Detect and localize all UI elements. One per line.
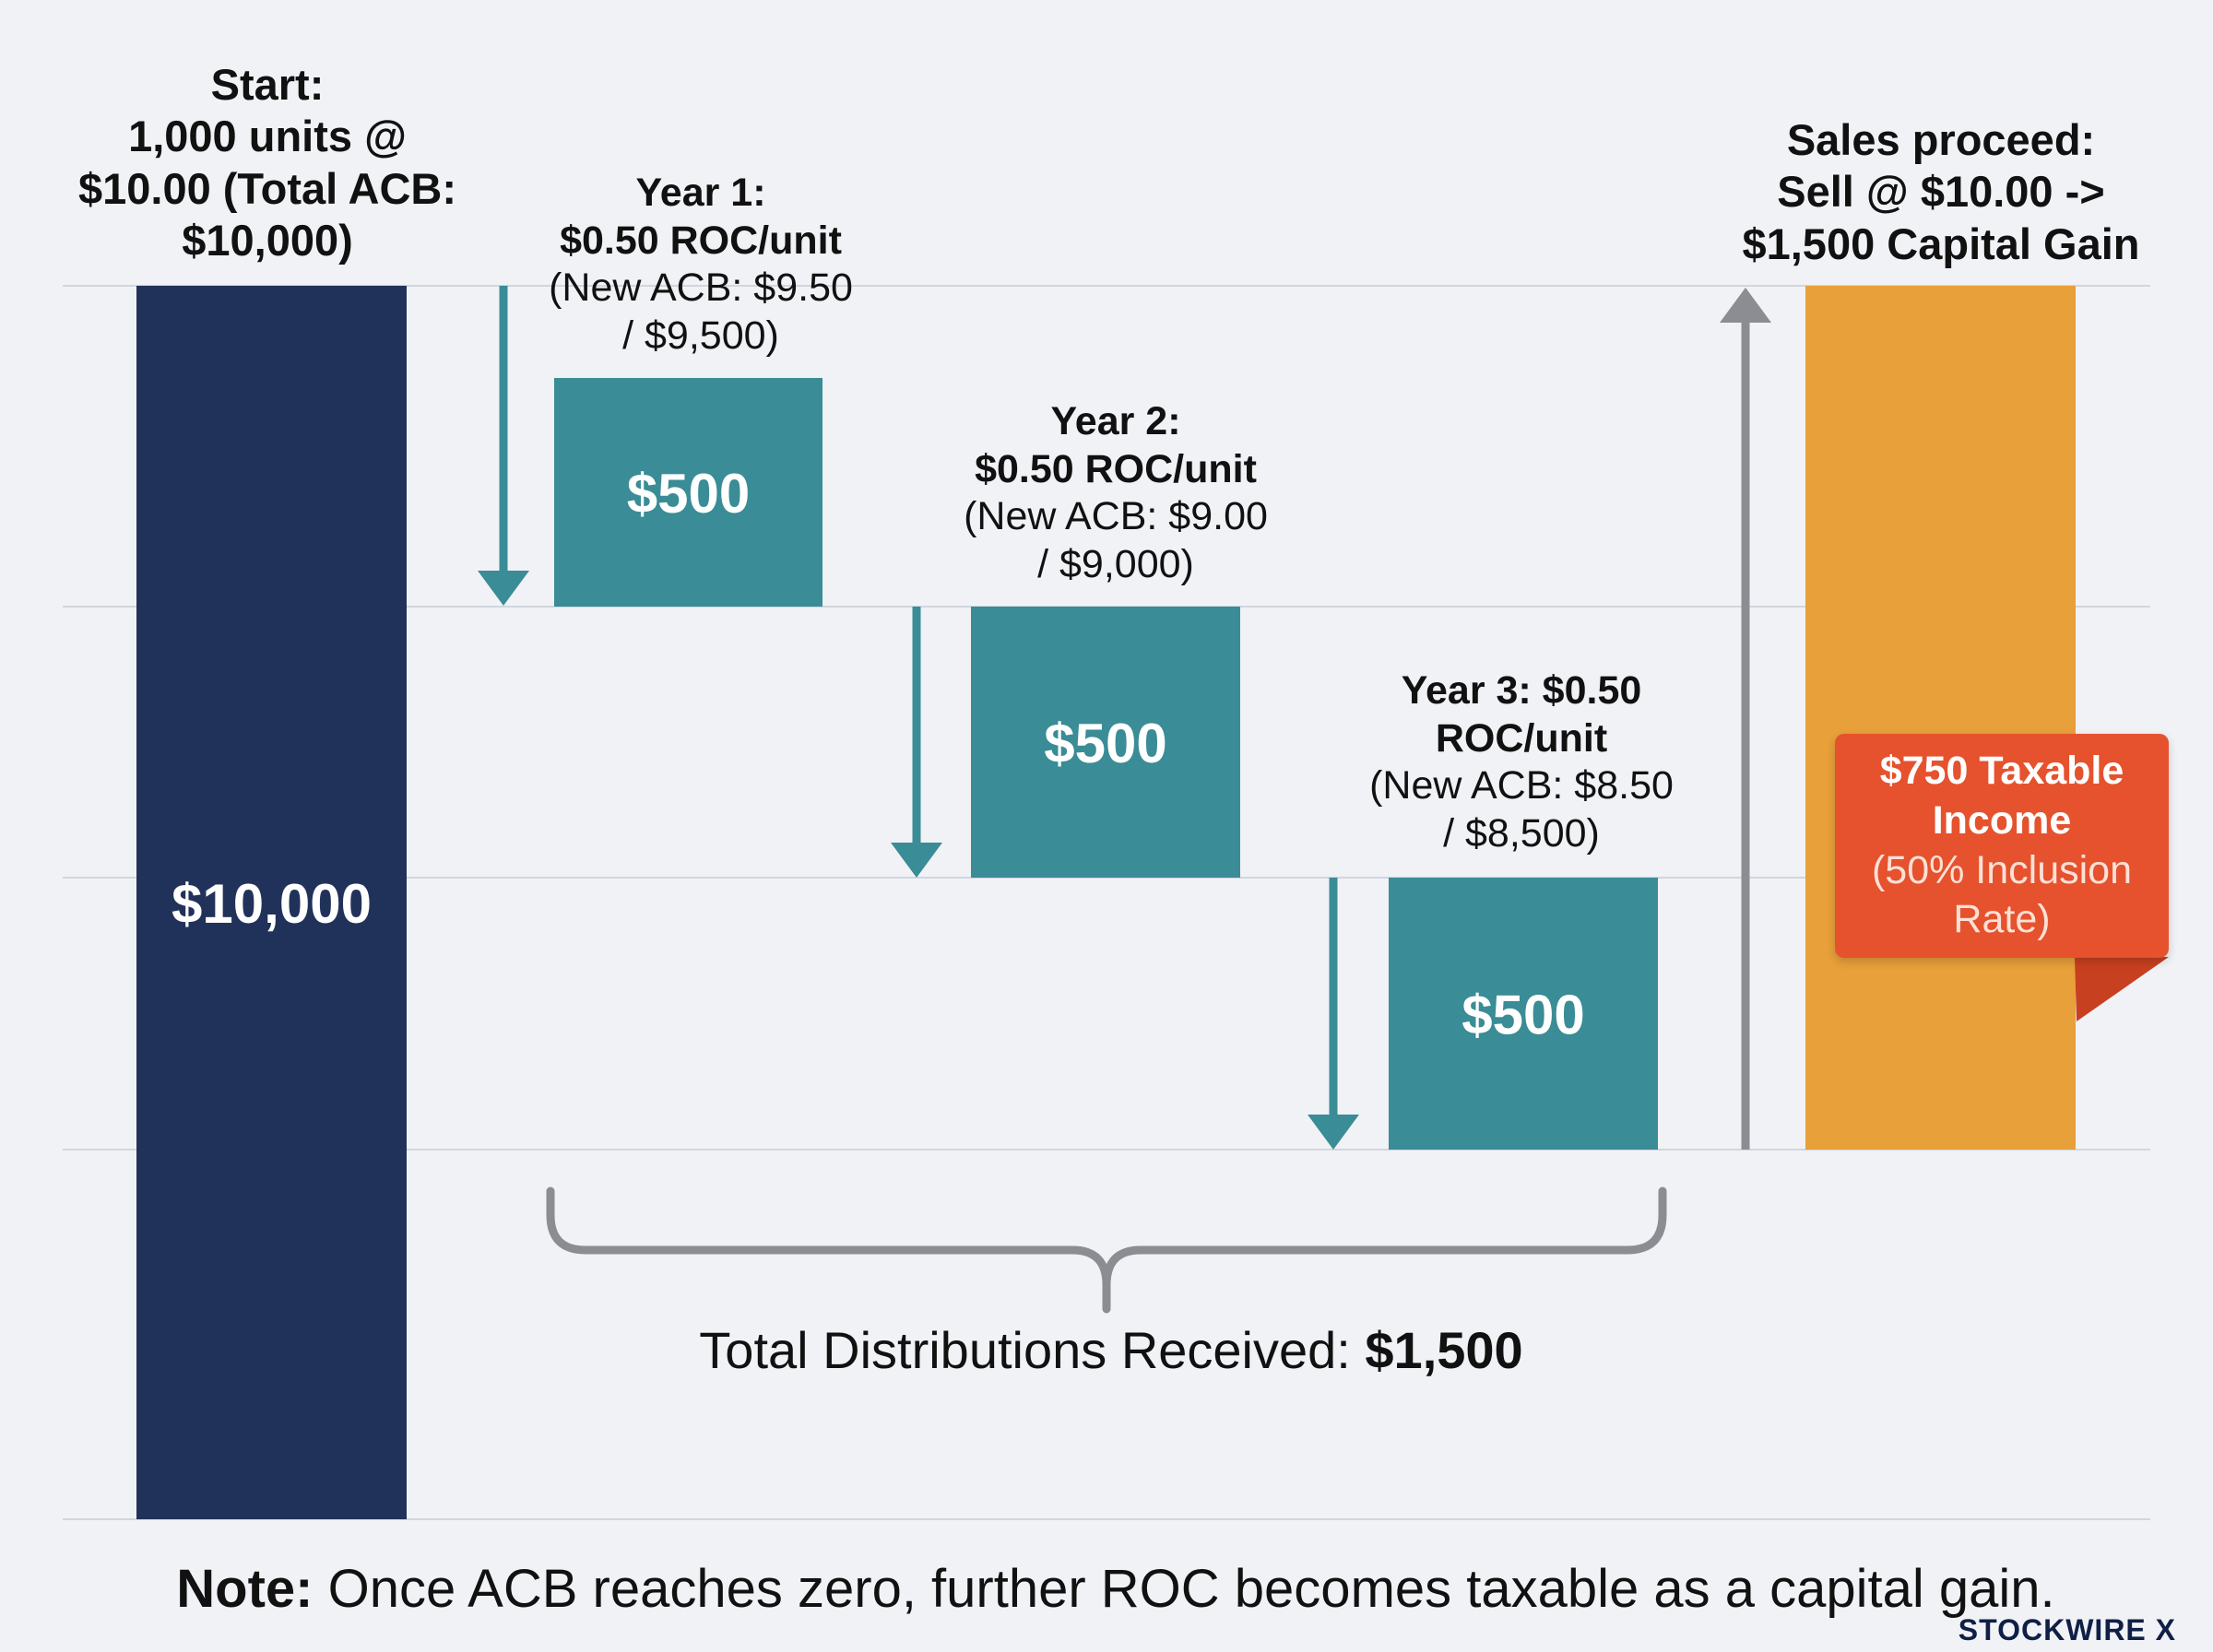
start-line3: $10.00 (Total ACB: xyxy=(77,163,457,213)
brand-logo: STOCKWIRE X xyxy=(1958,1613,2176,1646)
start-line2: 1,000 units @ xyxy=(128,112,407,161)
total-brace xyxy=(546,1186,1667,1314)
bar-year3 xyxy=(1389,878,1658,1150)
year3-annotation: Year 3: $0.50 ROC/unit (New ACB: $8.50 /… xyxy=(1337,667,1706,857)
bar-label-year2: $500 xyxy=(1044,713,1166,774)
note-prefix: Note: xyxy=(176,1559,314,1619)
total-label: Total Distributions Received: xyxy=(699,1321,1351,1379)
down-arrow-year3 xyxy=(1308,878,1359,1150)
taxable-line2: Income xyxy=(1932,797,2072,843)
year1-acb2: / $9,500) xyxy=(622,313,779,358)
year2-title: Year 2: xyxy=(1050,399,1181,443)
taxable-income-badge: $750 Taxable Income (50% Inclusion Rate) xyxy=(1835,734,2169,958)
year1-acb1: (New ACB: $9.50 xyxy=(549,266,853,311)
year2-acb1: (New ACB: $9.00 xyxy=(964,494,1268,539)
year3-acb1: (New ACB: $8.50 xyxy=(1369,763,1674,808)
bar-start xyxy=(136,286,407,1519)
footnote: Note: Once ACB reaches zero, further ROC… xyxy=(55,1558,2176,1620)
bar-label-start: $10,000 xyxy=(172,873,372,935)
bar-label-year1: $500 xyxy=(627,463,750,525)
year3-title: Year 3: $0.50 xyxy=(1401,668,1642,713)
bar-year1 xyxy=(554,378,822,607)
year3-roc: ROC/unit xyxy=(1435,715,1608,761)
bar-sale xyxy=(1805,286,2076,1150)
bars-group: $10,000 $500 $500 $500 xyxy=(136,286,2076,1519)
year1-title: Year 1: xyxy=(635,171,766,215)
badge-fold xyxy=(2075,957,2169,1021)
sale-line1: Sales proceed: xyxy=(1786,115,2096,164)
note-text: Once ACB reaches zero, further ROC becom… xyxy=(327,1559,2055,1619)
total-distributions: Total Distributions Received: $1,500 xyxy=(553,1320,1669,1380)
start-line4: $10,000) xyxy=(182,216,353,266)
bar-year2 xyxy=(971,607,1240,878)
total-value: $1,500 xyxy=(1365,1321,1523,1379)
sale-line2: Sell @ $10.00 -> xyxy=(1777,167,2105,217)
year1-annotation: Year 1: $0.50 ROC/unit (New ACB: $9.50 /… xyxy=(516,170,885,360)
taxable-line1: $750 Taxable xyxy=(1879,749,2124,793)
year2-acb2: / $9,000) xyxy=(1037,541,1194,586)
down-arrow-year1 xyxy=(478,286,529,606)
taxable-line4: Rate) xyxy=(1953,897,2051,942)
arrows-group xyxy=(478,286,1771,1150)
year2-annotation: Year 2: $0.50 ROC/unit (New ACB: $9.00 /… xyxy=(931,398,1300,588)
bar-label-year3: $500 xyxy=(1462,985,1584,1046)
down-arrow-year2 xyxy=(891,607,942,878)
year3-acb2: / $8,500) xyxy=(1443,810,1600,856)
taxable-line3: (50% Inclusion xyxy=(1871,847,2133,892)
up-arrow-sale xyxy=(1720,288,1771,1150)
year2-roc: $0.50 ROC/unit xyxy=(975,446,1257,491)
start-annotation: Start: 1,000 units @ $10.00 (Total ACB: … xyxy=(37,59,498,267)
start-line1: Start: xyxy=(210,60,325,109)
sale-annotation: Sales proceed: Sell @ $10.00 -> $1,500 C… xyxy=(1678,114,2204,270)
year1-roc: $0.50 ROC/unit xyxy=(560,218,842,263)
sale-line3: $1,500 Capital Gain xyxy=(1742,218,2140,268)
